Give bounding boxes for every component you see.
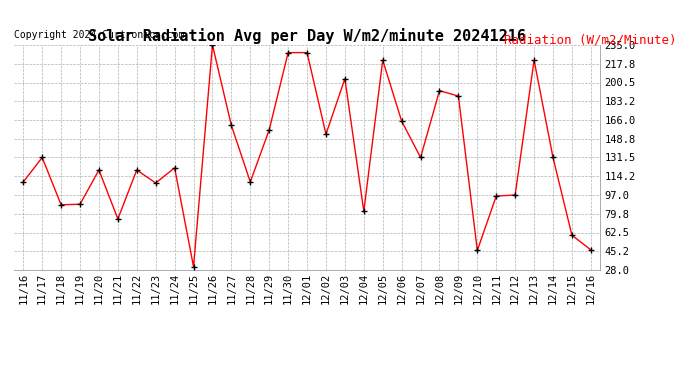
- Title: Solar Radiation Avg per Day W/m2/minute 20241216: Solar Radiation Avg per Day W/m2/minute …: [88, 28, 526, 44]
- Text: Radiation (W/m2/Minute): Radiation (W/m2/Minute): [504, 34, 676, 47]
- Text: Copyright 2024 Curtronics.com: Copyright 2024 Curtronics.com: [14, 30, 184, 40]
